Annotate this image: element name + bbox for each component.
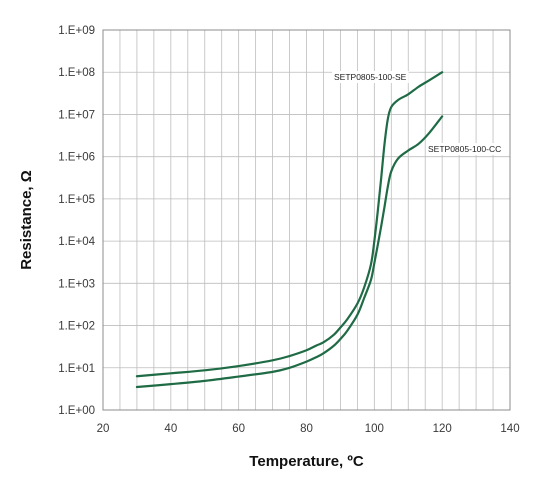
series-label-background: [332, 71, 409, 83]
y-tick-label: 1.E+04: [58, 236, 95, 248]
series-labels: SETP0805-100-SE SETP0805-100-CC: [332, 71, 504, 155]
y-tick-label: 1.E+07: [58, 109, 95, 121]
y-tick-label: 1.E+06: [58, 152, 95, 164]
series-label-background: [426, 143, 504, 155]
x-tick-label: 140: [500, 423, 519, 435]
x-tick-label: 120: [433, 423, 452, 435]
plot-frame: [102, 29, 511, 411]
x-tick-label: 20: [97, 423, 110, 435]
x-tick-label: 60: [232, 423, 245, 435]
y-tick-label: 1.E+03: [58, 278, 95, 290]
series-line-se: [135, 71, 444, 378]
series-label-cc: SETP0805-100-CC: [428, 144, 501, 154]
x-tick-label: 100: [365, 423, 384, 435]
y-axis-title: Resistance, Ω: [18, 170, 35, 270]
x-axis-ticks: 20 40 60 80 100 120 140: [97, 423, 520, 435]
y-tick-label: 1.E+09: [58, 25, 95, 37]
x-axis-title: Temperature, ºC: [249, 453, 364, 470]
y-tick-label: 1.E+01: [58, 363, 95, 375]
y-tick-label: 1.E+02: [58, 321, 95, 333]
x-tick-label: 80: [300, 423, 313, 435]
y-tick-label: 1.E+05: [58, 194, 95, 206]
x-tick-label: 40: [164, 423, 177, 435]
y-axis-ticks: 1.E+00 1.E+01 1.E+02 1.E+03 1.E+04 1.E+05 1.E+…: [58, 25, 95, 417]
series-label-se: SETP0805-100-SE: [334, 72, 407, 82]
y-tick-label: 1.E+00: [58, 405, 95, 417]
plot-grid: [103, 30, 510, 410]
series-line-cc: [135, 115, 444, 389]
y-tick-label: 1.E+08: [58, 67, 95, 79]
series-layer: [135, 71, 444, 389]
